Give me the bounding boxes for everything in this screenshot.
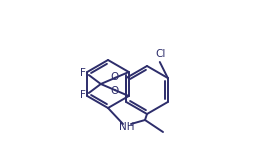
Text: NH: NH [119,122,135,132]
Text: F: F [80,90,86,100]
Text: F: F [80,68,86,78]
Text: O: O [110,72,119,82]
Text: O: O [110,86,119,96]
Text: Cl: Cl [156,49,166,59]
